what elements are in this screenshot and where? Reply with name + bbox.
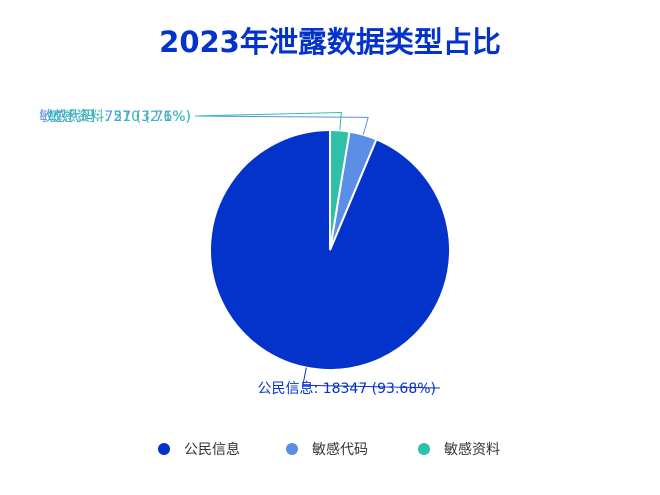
slice-label-1: 公民信息: 18347 (93.68%) — [258, 380, 436, 397]
leader-line-1 — [302, 367, 441, 389]
chart-title: 2023年泄露数据类型占比 — [159, 25, 501, 59]
legend-marker-2[interactable] — [286, 443, 298, 455]
slice-label-3: 敏感资料: 510 (2.6%) — [48, 108, 191, 125]
legend-marker-3[interactable] — [418, 443, 430, 455]
pie-slice-3[interactable] — [329, 128, 351, 251]
slice-label-2: 敏感代码: 727 (3.71%) — [39, 108, 191, 125]
slice-labels: 公民信息: 18347 (93.68%) 敏感代码: 727 (3.71%)敏感资… — [39, 108, 441, 397]
legend-label-2[interactable]: 敏感代码 — [312, 441, 368, 458]
pie-slices — [209, 128, 451, 371]
legend: 公民信息 敏感代码 敏感资料 — [158, 441, 500, 458]
legend-marker-1[interactable] — [158, 443, 170, 455]
legend-label-3[interactable]: 敏感资料 — [444, 441, 500, 458]
legend-label-1[interactable]: 公民信息 — [184, 441, 240, 458]
leader-line-3 — [194, 111, 342, 131]
leader-line-2 — [194, 115, 369, 135]
